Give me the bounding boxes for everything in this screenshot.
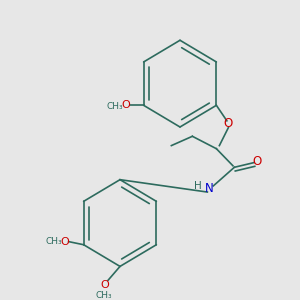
Text: N: N [205, 182, 213, 196]
Text: CH₃: CH₃ [45, 237, 62, 246]
Text: O: O [252, 154, 262, 168]
Text: CH₃: CH₃ [107, 102, 123, 111]
Text: O: O [61, 237, 69, 247]
Text: H: H [194, 181, 202, 191]
Text: O: O [100, 280, 109, 290]
Text: O: O [224, 117, 233, 130]
Text: CH₃: CH₃ [95, 291, 112, 300]
Text: O: O [122, 100, 130, 110]
